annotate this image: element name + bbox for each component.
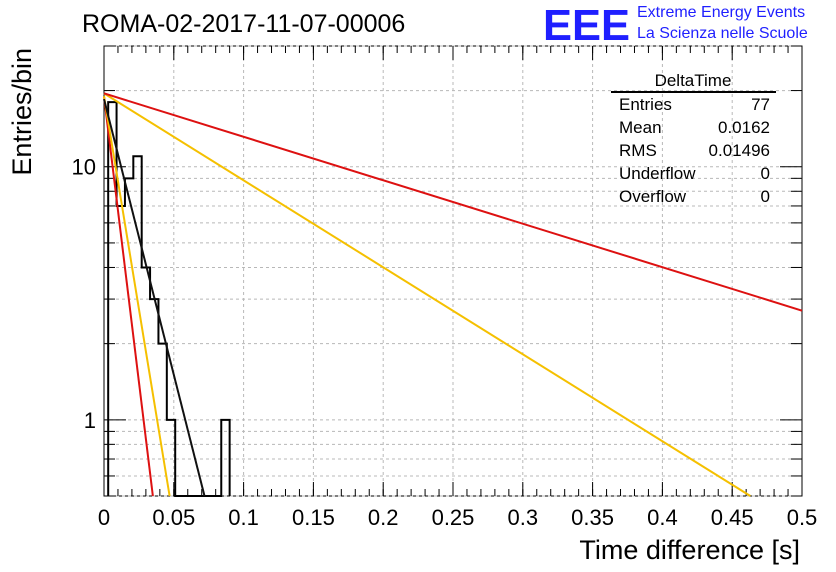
eee-logo-line2: La Scienza nelle Scuole	[637, 25, 808, 42]
x-tick-label: 0.15	[292, 505, 335, 530]
x-tick-label: 0.2	[368, 505, 399, 530]
fit-curve	[103, 98, 206, 497]
y-axis-label: Entries/bin	[7, 48, 37, 176]
stats-box-title: DeltaTime	[655, 71, 732, 90]
fit-curve	[103, 92, 803, 312]
tick-labels: 0 0.05 0.1 0.15 0.2 0.25 0.3 0.35 0.4 0.45 0.5 1 10	[72, 155, 818, 530]
fit-curves	[103, 92, 803, 497]
grid	[104, 45, 802, 497]
y-tick-label: 10	[72, 155, 96, 180]
x-tick-label: 0.3	[508, 505, 539, 530]
stats-row-label: Underflow	[619, 164, 696, 183]
fit-curve	[103, 96, 171, 497]
x-tick-label: 0.1	[228, 505, 259, 530]
eee-logo-text: EEE	[543, 1, 630, 50]
x-tick-label: 0.45	[711, 505, 754, 530]
histogram-bar	[133, 156, 141, 496]
chart-title: ROMA-02-2017-11-07-00006	[82, 10, 405, 38]
x-tick-label: 0.35	[571, 505, 614, 530]
stats-row-value: 0	[761, 187, 770, 206]
stats-row-value: 0	[761, 164, 770, 183]
y-tick-label: 1	[84, 408, 96, 433]
fit-curve	[103, 96, 154, 497]
x-tick-label: 0.25	[432, 505, 475, 530]
eee-logo-line1: Extreme Energy Events	[637, 4, 805, 21]
x-axis-label: Time difference [s]	[579, 535, 800, 565]
x-tick-label: 0.5	[787, 505, 818, 530]
stats-row-label: RMS	[619, 141, 657, 160]
x-tick-label: 0	[98, 505, 110, 530]
stats-row-value: 0.01496	[709, 141, 770, 160]
stats-row-label: Overflow	[619, 187, 687, 206]
stats-box-rows: Entries 77 Mean 0.0162 RMS 0.01496 Underflow 0 O…	[619, 95, 770, 206]
stats-row-label: Entries	[619, 95, 672, 114]
x-tick-label: 0.05	[152, 505, 195, 530]
stats-box: DeltaTime Entries 77 Mean 0.0162 RMS 0.01496 U…	[611, 71, 776, 206]
stats-row-value: 0.0162	[718, 118, 770, 137]
eee-logo: EEE Extreme Energy Events La Scienza nel…	[543, 1, 808, 50]
axis-ticks	[103, 45, 803, 497]
x-tick-label: 0.4	[647, 505, 678, 530]
stats-row-value: 77	[751, 95, 770, 114]
fit-curve	[103, 92, 751, 497]
stats-row-label: Mean	[619, 118, 662, 137]
